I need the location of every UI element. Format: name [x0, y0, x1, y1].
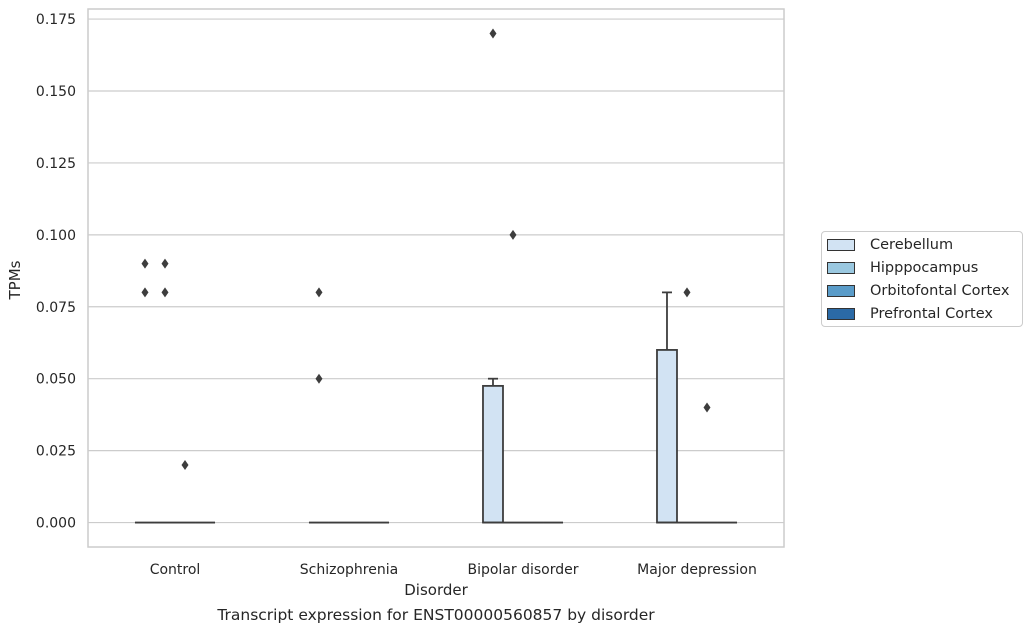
- legend-label: Hipppocampus: [870, 260, 979, 276]
- y-tick-label: 0.175: [36, 12, 76, 28]
- y-tick-label: 0.100: [36, 228, 76, 244]
- plot-frame: [87, 8, 785, 548]
- x-tick-label: Control: [150, 562, 201, 578]
- legend-swatch: [827, 262, 855, 274]
- box-0-0: [134, 258, 155, 524]
- box-2-0: [482, 28, 504, 524]
- y-tick-label: 0.075: [36, 300, 76, 316]
- legend-label: Cerebellum: [870, 237, 954, 253]
- legend-swatch: [827, 285, 855, 297]
- box-3-2: [697, 402, 718, 524]
- box-iqr: [656, 349, 678, 524]
- outlier-point: [161, 287, 169, 298]
- box-0-2: [175, 460, 196, 524]
- chart-caption: Transcript expression for ENST0000056085…: [217, 606, 655, 624]
- outlier-point: [141, 258, 149, 269]
- y-tick-label: 0.125: [36, 156, 76, 172]
- outlier-point: [703, 402, 711, 413]
- legend-item: Orbitofontal Cortex: [827, 282, 1009, 300]
- y-tick-label: 0.050: [36, 372, 76, 388]
- grid-lines: [88, 18, 784, 524]
- box-2-1: [502, 229, 523, 524]
- outlier-point: [161, 258, 169, 269]
- x-tick-label: Bipolar disorder: [467, 562, 578, 578]
- outlier-point: [141, 287, 149, 298]
- outlier-point: [315, 287, 323, 298]
- legend-item: Prefrontal Cortex: [827, 305, 993, 323]
- x-axis-label: Disorder: [404, 581, 468, 599]
- y-tick-label: 0.025: [36, 444, 76, 460]
- outlier-point: [489, 28, 497, 39]
- x-tick-label: Major depression: [637, 562, 757, 578]
- y-tick-label: 0.000: [36, 516, 76, 532]
- legend-swatch: [827, 308, 855, 320]
- box-3-1: [676, 287, 697, 524]
- box-iqr: [482, 384, 504, 524]
- box-plot-marks: [134, 28, 738, 524]
- box-1-0: [308, 287, 329, 524]
- legend-item: Cerebellum: [827, 236, 953, 254]
- legend-item: Hipppocampus: [827, 259, 978, 277]
- y-tick-label: 0.150: [36, 84, 76, 100]
- outlier-point: [315, 373, 323, 384]
- box-0-1: [154, 258, 175, 524]
- legend-label: Orbitofontal Cortex: [870, 283, 1010, 299]
- outlier-point: [509, 229, 517, 240]
- x-tick-labels: Control Schizophrenia Bipolar disorder Majo…: [150, 562, 757, 578]
- legend-label: Prefrontal Cortex: [870, 306, 993, 322]
- legend: Cerebellum Hipppocampus Orbitofontal Corte…: [821, 231, 1023, 327]
- legend-swatch: [827, 239, 855, 251]
- y-axis-label: TPMs: [6, 260, 24, 300]
- x-tick-label: Schizophrenia: [300, 562, 398, 578]
- box-3-0: [656, 291, 678, 524]
- y-tick-labels: 0.000 0.025 0.050 0.075 0.100 0.125 0.150 0.175: [36, 12, 76, 531]
- outlier-point: [683, 287, 691, 298]
- outlier-point: [181, 460, 189, 471]
